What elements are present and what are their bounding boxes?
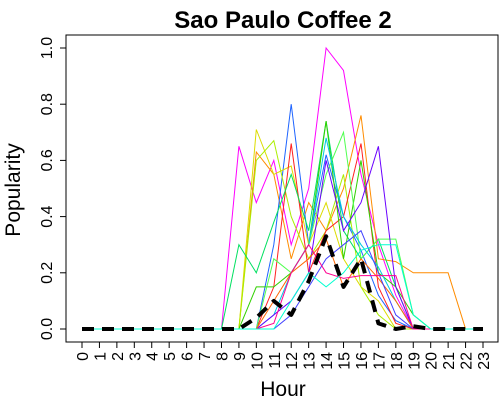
x-tick-label: 6 [180, 352, 197, 361]
x-tick-label: 0 [75, 352, 92, 361]
x-tick-label: 10 [249, 352, 266, 370]
x-tick-label: 16 [354, 352, 371, 370]
y-axis: 0.0 0.2 0.4 0.6 0.8 1.0 [39, 37, 67, 340]
x-tick-label: 3 [127, 352, 144, 361]
y-tick-label: 0.4 [39, 205, 56, 227]
y-tick-label: 1.0 [39, 37, 56, 59]
x-axis: 0 1 2 3 4 5 6 7 8 9 10 11 12 13 14 15 16 17 18 19 20 21 22 23 [75, 341, 493, 370]
x-tick-label: 11 [267, 352, 284, 369]
x-axis-label: Hour [260, 378, 306, 400]
x-tick-label: 23 [476, 352, 493, 370]
x-tick-label: 19 [406, 352, 423, 370]
x-tick-label: 8 [214, 352, 231, 361]
x-tick-label: 13 [302, 352, 319, 370]
x-tick-label: 22 [459, 352, 476, 370]
y-axis-label: Popularity [2, 143, 25, 237]
x-tick-label: 18 [389, 352, 406, 370]
x-tick-label: 12 [284, 352, 301, 370]
series-layer [82, 46, 483, 330]
y-tick-label: 0.0 [39, 318, 56, 340]
x-tick-label: 1 [92, 352, 109, 361]
x-tick-label: 7 [197, 352, 214, 361]
mean-line [82, 234, 483, 331]
x-tick-label: 2 [110, 352, 127, 361]
x-tick-label: 4 [145, 352, 162, 361]
y-tick-label: 0.6 [39, 149, 56, 171]
x-tick-label: 9 [232, 352, 249, 361]
x-tick-label: 14 [319, 352, 336, 370]
series-line-10 [82, 137, 483, 330]
x-tick-label: 21 [441, 352, 458, 370]
y-tick-label: 0.8 [39, 93, 56, 115]
x-tick-label: 15 [337, 352, 354, 370]
mean-layer [82, 234, 483, 331]
x-tick-label: 20 [424, 352, 441, 370]
chart-title: Sao Paulo Coffee 2 [174, 7, 391, 34]
series-line-5 [82, 139, 483, 330]
x-tick-label: 5 [162, 352, 179, 361]
y-tick-label: 0.2 [39, 262, 56, 284]
x-tick-label: 17 [371, 352, 388, 370]
